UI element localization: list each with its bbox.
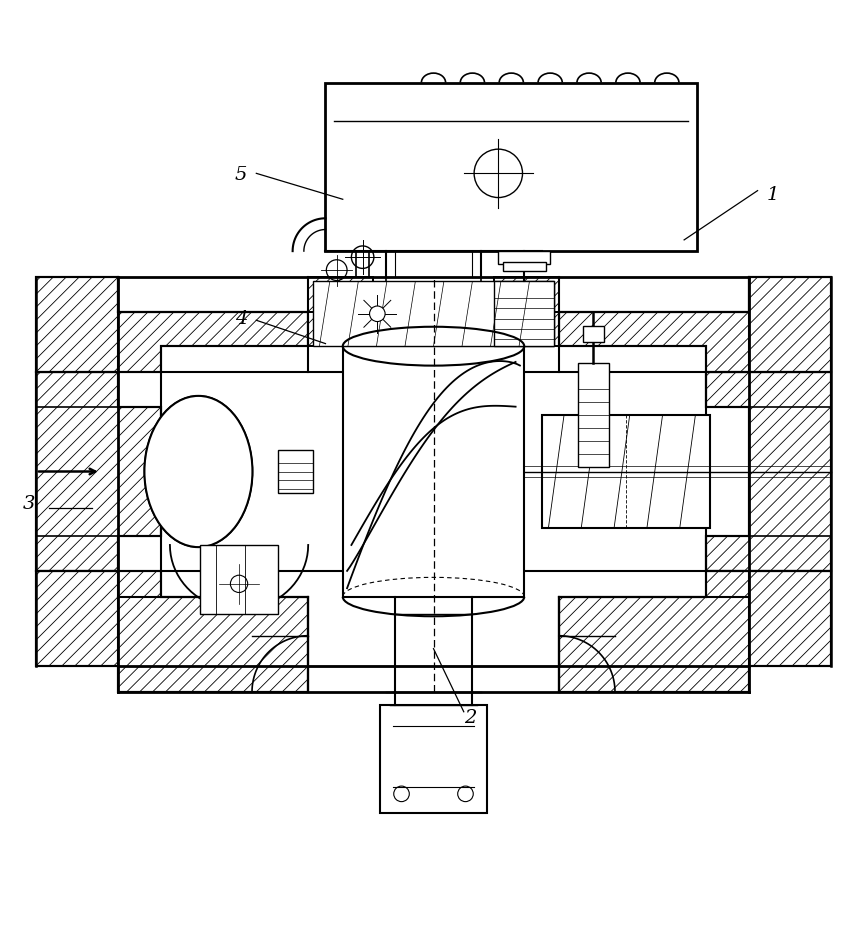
Text: 3: 3 (23, 495, 36, 513)
Polygon shape (308, 312, 386, 346)
Bar (278, 450, 312, 494)
Bar (380, 705, 487, 813)
Polygon shape (706, 373, 831, 571)
Bar (499, 252, 551, 265)
Polygon shape (494, 278, 559, 312)
Polygon shape (481, 312, 559, 346)
Circle shape (369, 307, 385, 322)
Bar (577, 364, 609, 467)
Polygon shape (559, 278, 831, 373)
Polygon shape (36, 571, 308, 692)
Polygon shape (706, 373, 831, 571)
Bar (342, 346, 525, 598)
Bar (503, 263, 546, 272)
Text: 1: 1 (766, 186, 779, 204)
Polygon shape (494, 278, 559, 312)
Bar (542, 416, 710, 528)
Bar (494, 282, 555, 346)
Bar (325, 83, 697, 252)
Polygon shape (308, 278, 373, 312)
Bar (583, 327, 603, 343)
Polygon shape (308, 312, 386, 346)
Bar (200, 546, 278, 615)
Text: 4: 4 (235, 310, 247, 328)
Polygon shape (36, 571, 308, 692)
Bar (312, 282, 555, 346)
Polygon shape (559, 278, 831, 373)
Polygon shape (36, 373, 161, 571)
Polygon shape (308, 278, 373, 312)
Polygon shape (481, 312, 559, 346)
Ellipse shape (145, 396, 252, 548)
Polygon shape (559, 571, 831, 692)
Text: 5: 5 (235, 166, 247, 184)
Polygon shape (36, 278, 308, 373)
Polygon shape (36, 373, 161, 571)
Polygon shape (36, 278, 308, 373)
Text: 2: 2 (464, 708, 476, 726)
Polygon shape (559, 571, 831, 692)
